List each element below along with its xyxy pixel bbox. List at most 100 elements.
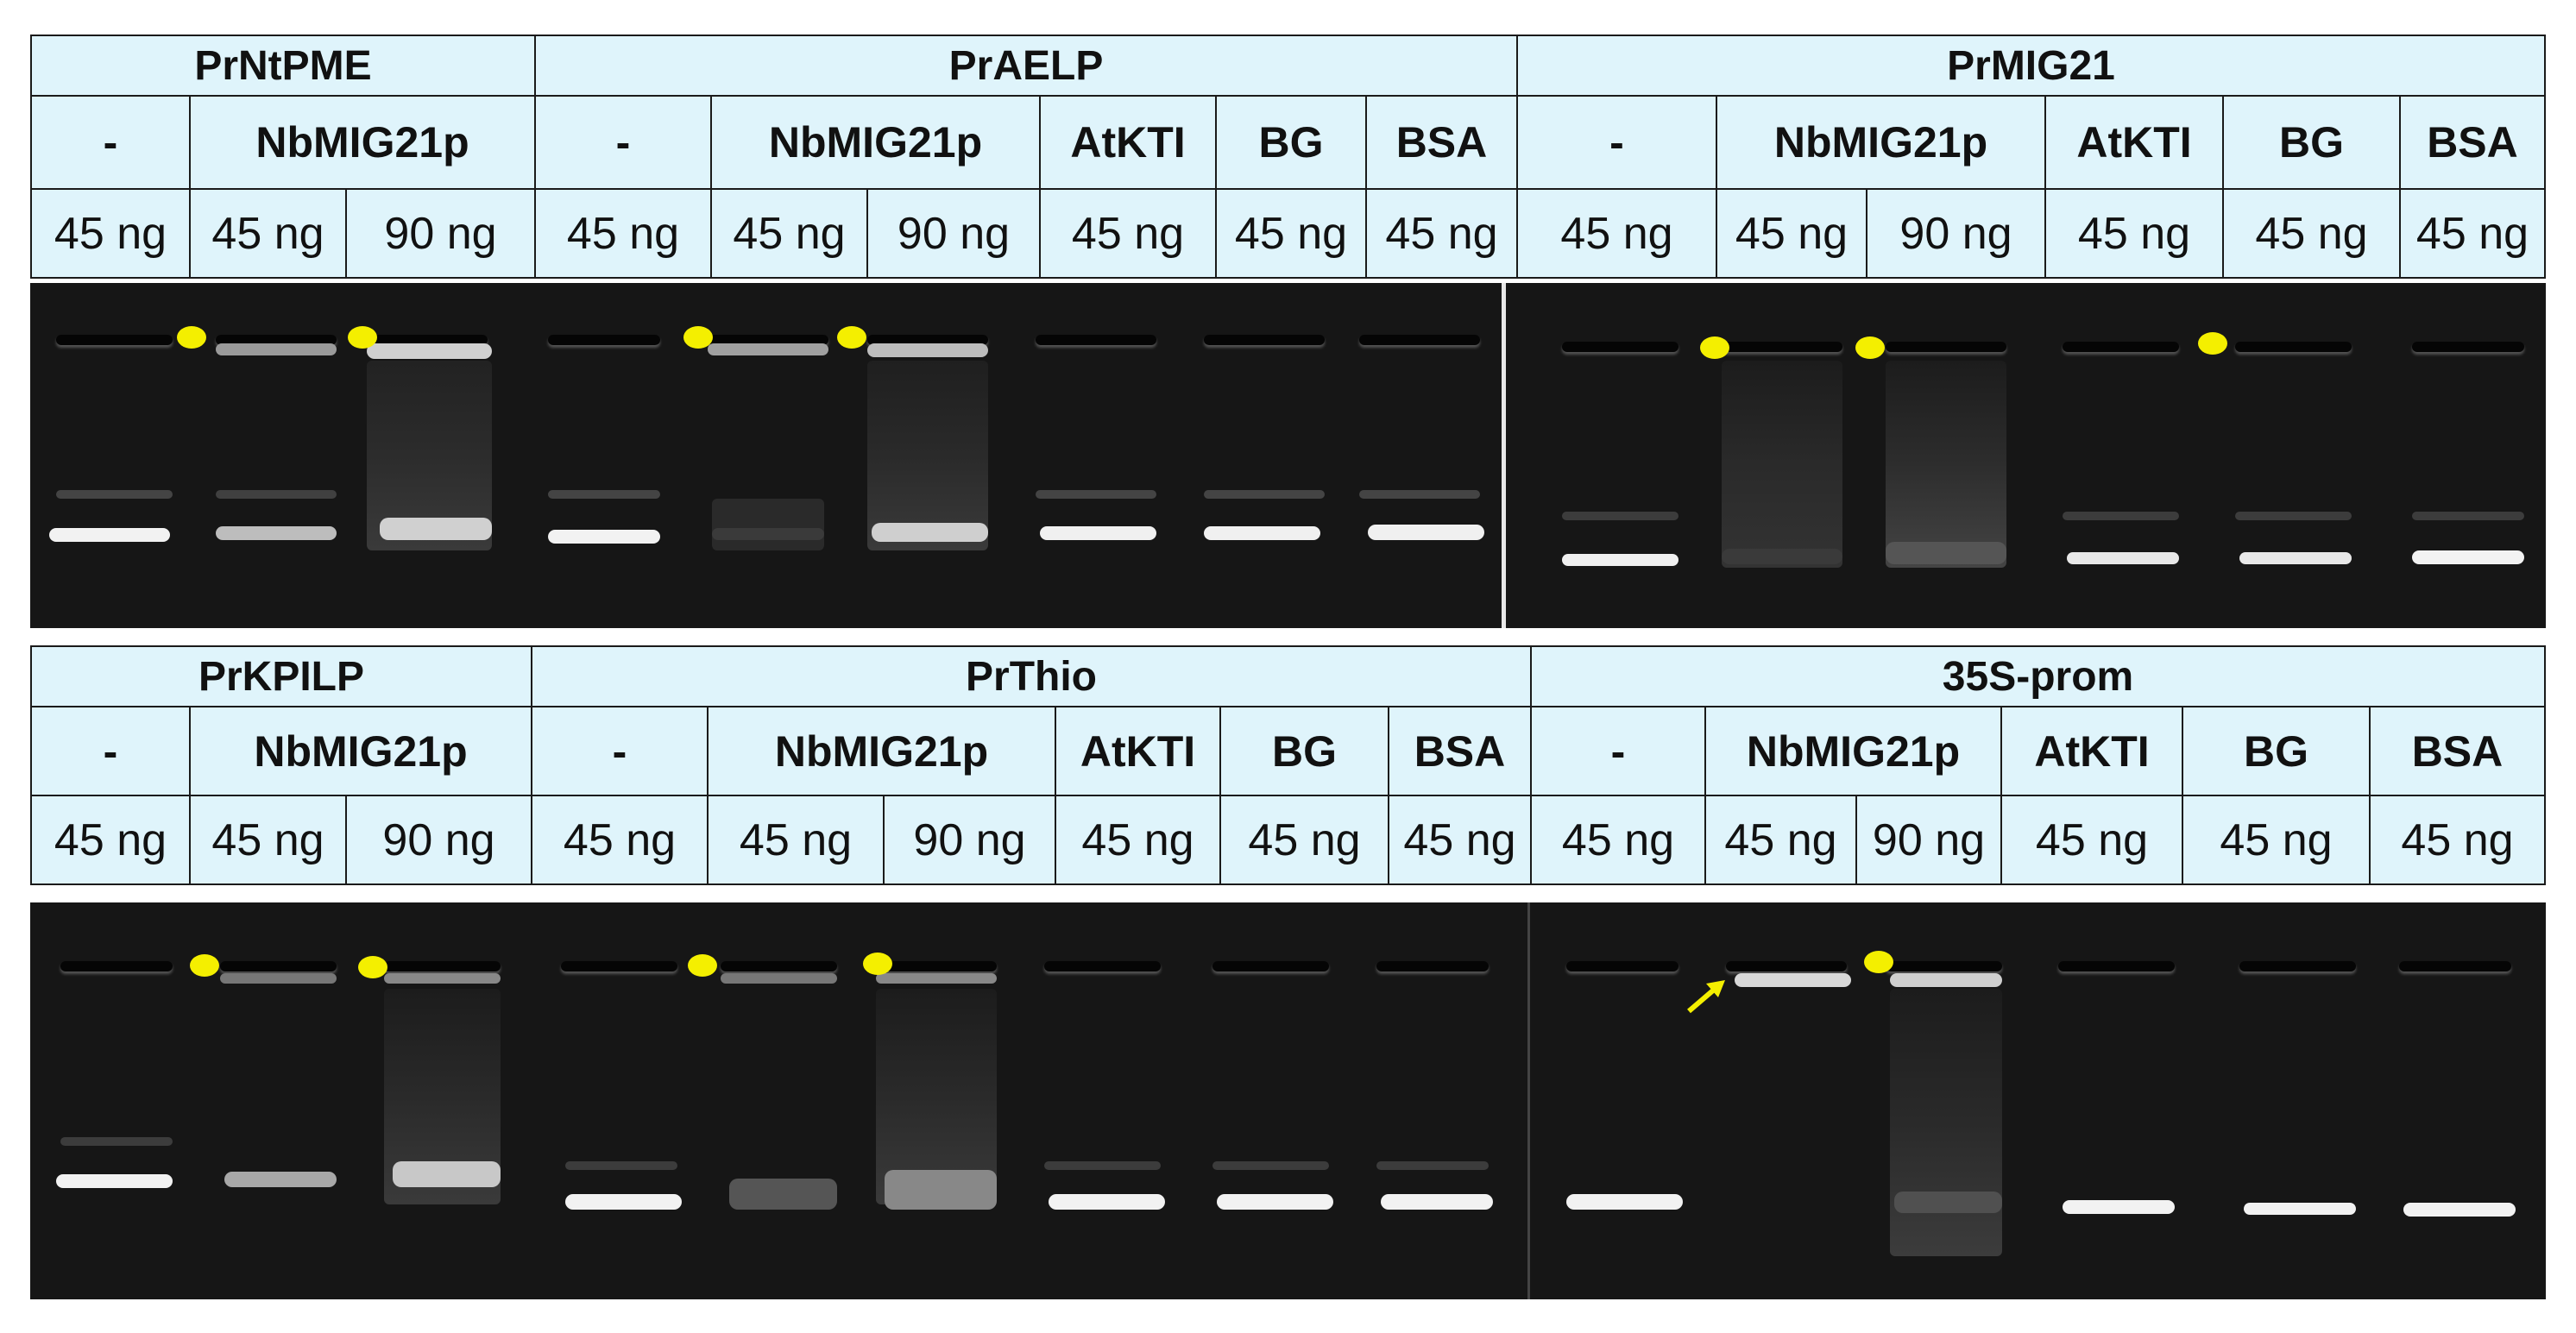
treatment-label: AtKTI xyxy=(2044,95,2224,190)
treatment-label: AtKTI xyxy=(2000,706,2183,796)
faint-band xyxy=(60,1137,173,1146)
gel-well xyxy=(2063,342,2179,352)
lane-smear xyxy=(1890,989,2002,1256)
faint-band xyxy=(2412,512,2524,520)
shift-marker xyxy=(2198,332,2227,355)
gel-well xyxy=(708,335,828,345)
free-probe-band xyxy=(1368,525,1484,540)
free-probe-band xyxy=(1722,549,1842,564)
shift-marker xyxy=(683,326,713,349)
amount-label: 45 ng xyxy=(1388,795,1532,885)
free-probe-band xyxy=(729,1179,837,1210)
treatment-label: NbMIG21p xyxy=(1704,706,2002,796)
gel-well xyxy=(721,961,837,971)
lane-smear xyxy=(876,989,997,1204)
treatment-label: - xyxy=(534,95,712,190)
treatment-label: BG xyxy=(2222,95,2401,190)
faint-band xyxy=(216,490,337,499)
treatment-label: - xyxy=(30,706,191,796)
shifted-band xyxy=(708,343,828,355)
amount-label: 45 ng xyxy=(1704,795,1857,885)
free-probe-band xyxy=(216,526,337,540)
amount-label: 45 ng xyxy=(2000,795,2183,885)
free-probe-band xyxy=(1217,1194,1333,1210)
shifted-band xyxy=(216,343,337,355)
free-probe-band xyxy=(1381,1194,1493,1210)
amount-label: 45 ng xyxy=(1365,188,1518,279)
shift-marker xyxy=(837,326,866,349)
treatment-label: BG xyxy=(2182,706,2371,796)
amount-label: 45 ng xyxy=(1215,188,1367,279)
gel-well xyxy=(220,961,337,971)
free-probe-band xyxy=(872,523,988,542)
amount-label: 45 ng xyxy=(1716,188,1867,279)
lane-header-table: PrNtPME PrAELP PrMIG21 - NbMIG21p - NbMI… xyxy=(0,0,2576,285)
treatment-label: BG xyxy=(1215,95,1367,190)
amount-label: 45 ng xyxy=(30,795,191,885)
amount-label: 45 ng xyxy=(1530,795,1706,885)
amount-label: 45 ng xyxy=(1055,795,1221,885)
group-title: 35S-prom xyxy=(1530,645,2546,707)
gel-well xyxy=(216,335,337,345)
gel-well xyxy=(548,335,660,345)
gel-well xyxy=(2235,342,2352,352)
amount-label: 45 ng xyxy=(1219,795,1389,885)
free-probe-band xyxy=(2244,1203,2356,1215)
treatment-label: NbMIG21p xyxy=(1716,95,2046,190)
treatment-label: NbMIG21p xyxy=(189,706,532,796)
gel-image-bottom xyxy=(30,902,2546,1299)
free-probe-band xyxy=(1049,1194,1165,1210)
gel-well xyxy=(1562,342,1678,352)
amount-label: 45 ng xyxy=(2369,795,2546,885)
free-probe-band xyxy=(56,1174,173,1188)
free-probe-band xyxy=(1040,526,1156,540)
faint-band xyxy=(1376,1161,1489,1170)
faint-band xyxy=(56,490,173,499)
free-probe-band xyxy=(2067,552,2179,564)
gel-well xyxy=(60,961,173,971)
shift-marker xyxy=(1855,336,1885,359)
amount-label: 45 ng xyxy=(1516,188,1717,279)
free-probe-band xyxy=(1886,542,2006,564)
amount-label: 45 ng xyxy=(2182,795,2371,885)
group-title: PrNtPME xyxy=(30,35,536,97)
faint-band xyxy=(2235,512,2352,520)
treatment-label: - xyxy=(30,95,191,190)
group-title: PrKPILP xyxy=(30,645,532,707)
gel-well xyxy=(1359,335,1480,345)
gel-well xyxy=(1726,961,1847,971)
lane-smear xyxy=(1886,361,2006,568)
amount-label: 45 ng xyxy=(189,188,347,279)
shift-marker xyxy=(863,953,892,975)
shift-marker xyxy=(190,954,219,977)
free-probe-band xyxy=(885,1170,997,1210)
gel-well xyxy=(1886,342,2006,352)
shifted-band xyxy=(1890,973,2002,987)
gel-well xyxy=(876,961,997,971)
shifted-band xyxy=(876,973,997,984)
faint-band xyxy=(565,1161,677,1170)
free-probe-band xyxy=(548,530,660,544)
lane-smear xyxy=(712,499,824,550)
amount-label: 45 ng xyxy=(2399,188,2546,279)
treatment-label: - xyxy=(1516,95,1717,190)
amount-label: 90 ng xyxy=(866,188,1041,279)
shift-marker xyxy=(348,326,377,349)
treatment-label: BG xyxy=(1219,706,1389,796)
gel-panel-top: PrNtPME PrAELP PrMIG21 - NbMIG21p - NbMI… xyxy=(0,0,2576,634)
amount-label: 45 ng xyxy=(1039,188,1217,279)
shifted-band xyxy=(1735,973,1851,987)
shift-marker xyxy=(1864,951,1893,973)
treatment-label: BSA xyxy=(1388,706,1532,796)
arrow-marker-icon xyxy=(1687,980,1725,1014)
amount-label: 45 ng xyxy=(30,188,191,279)
group-title: PrAELP xyxy=(534,35,1518,97)
faint-band xyxy=(548,490,660,499)
gel-well xyxy=(1722,342,1842,352)
amount-label: 90 ng xyxy=(1855,795,2002,885)
gel-well xyxy=(2058,961,2175,971)
free-probe-band xyxy=(2403,1203,2516,1217)
free-probe-band xyxy=(712,528,824,540)
gel-well xyxy=(561,961,677,971)
treatment-label: BSA xyxy=(1365,95,1518,190)
